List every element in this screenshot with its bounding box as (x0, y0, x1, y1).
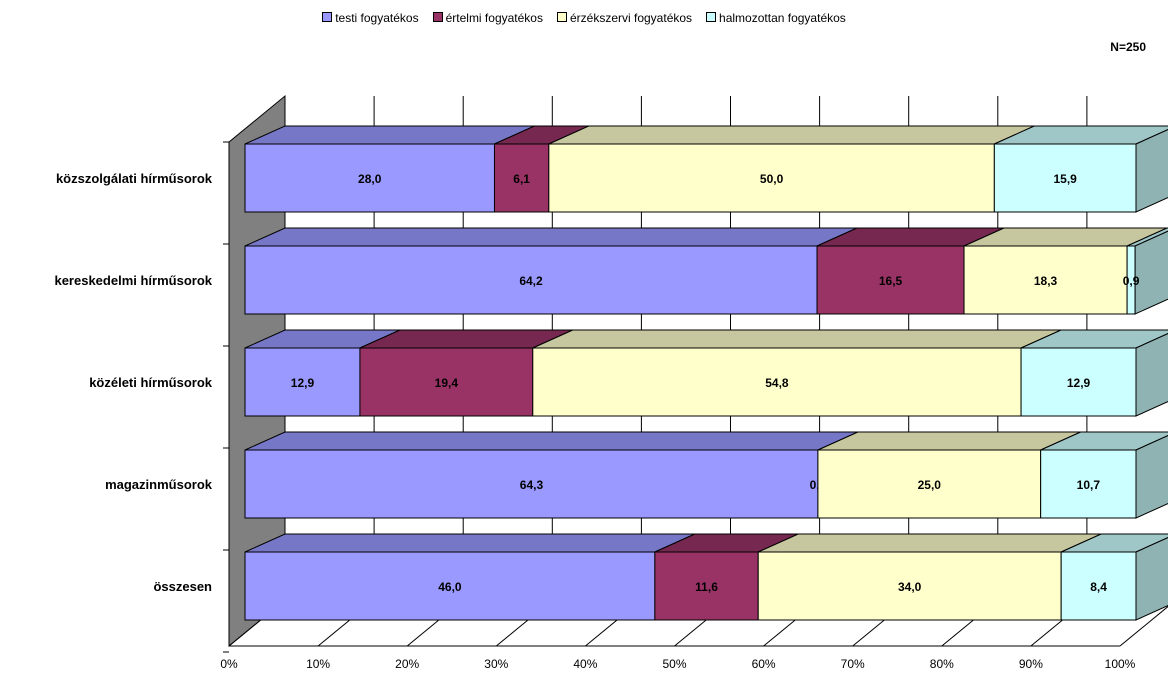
bar-segment (244, 449, 819, 519)
data-label: 16,5 (879, 274, 903, 288)
legend-label: testi fogyatékos (335, 11, 419, 26)
bar-top (758, 533, 1102, 553)
bar-segment (654, 551, 759, 621)
data-label: 15,9 (1053, 172, 1077, 186)
legend-label: halmozottan fogyatékos (719, 11, 846, 26)
x-tick-label: 40% (573, 657, 597, 671)
bar-top (244, 125, 535, 145)
legend-item: testi fogyatékos (322, 10, 419, 26)
category-label: összesen (153, 579, 212, 594)
bar-top (532, 329, 1062, 349)
bar-segment (963, 245, 1128, 315)
data-label: 6,1 (513, 172, 530, 186)
legend-swatch (432, 12, 443, 23)
legend: testi fogyatékos értelmi fogyatékos érzéks… (0, 10, 1168, 25)
legend-swatch (322, 12, 333, 23)
data-label: 54,8 (765, 376, 789, 390)
data-label: 0,9 (1123, 274, 1140, 288)
bar-segment (244, 143, 495, 213)
data-label: 19,4 (435, 376, 459, 390)
x-tick-label: 20% (395, 657, 419, 671)
bar-segment (817, 449, 1042, 519)
bar-segment (244, 551, 656, 621)
data-label: 28,0 (358, 172, 382, 186)
x-tick-label: 10% (306, 657, 330, 671)
x-tick-label: 80% (930, 657, 954, 671)
data-label: 50,0 (760, 172, 784, 186)
legend-label: érzékszervi fogyatékos (569, 11, 693, 26)
bar-side (1135, 333, 1168, 417)
bar-top (244, 431, 859, 451)
bar-segment (548, 143, 995, 213)
bar-segment (244, 347, 361, 417)
data-label: 34,0 (898, 580, 922, 594)
data-label: 12,9 (1067, 376, 1091, 390)
data-label: 11,6 (695, 580, 718, 594)
bar-side (1135, 435, 1168, 519)
bar-side (1135, 129, 1168, 213)
bar-segment (816, 245, 965, 315)
bar-segment (244, 245, 818, 315)
data-label: 64,2 (519, 274, 543, 288)
bar-segment (757, 551, 1062, 621)
bar-segment (359, 347, 534, 417)
data-label: 10,7 (1077, 478, 1101, 492)
category-label: közszolgálati hírműsorok (56, 171, 213, 186)
bar-top (244, 227, 858, 247)
bar-segment (532, 347, 1022, 417)
x-tick-label: 30% (484, 657, 508, 671)
bar-top (817, 431, 1081, 451)
category-label: kereskedelmi hírműsorok (54, 273, 212, 288)
x-tick-label: 90% (1019, 657, 1043, 671)
legend-swatch (706, 12, 717, 23)
x-tick-label: 60% (752, 657, 776, 671)
data-label: 25,0 (918, 478, 942, 492)
bar-side (1134, 230, 1168, 315)
data-label: 46,0 (438, 580, 462, 594)
data-label: 12,9 (291, 376, 315, 390)
x-tick-label: 100% (1105, 657, 1136, 671)
category-label: közéleti hírműsorok (89, 375, 213, 390)
bar-segment (1040, 449, 1137, 519)
bar-segment (1020, 347, 1137, 417)
bar-side (1135, 537, 1168, 621)
data-label: 18,3 (1034, 274, 1058, 288)
bar-segment (993, 143, 1137, 213)
bar-top (548, 125, 1035, 145)
floor-gridline (1119, 605, 1168, 647)
legend-item: érzékszervi fogyatékos (556, 10, 693, 26)
x-tick-label: 70% (841, 657, 865, 671)
legend-label: értelmi fogyatékos (445, 11, 543, 26)
bar-segment (493, 143, 550, 213)
sample-size-note: N=250 (1110, 40, 1146, 54)
legend-item: halmozottan fogyatékos (706, 10, 846, 25)
x-tick-label: 50% (662, 657, 686, 671)
data-label: 64,3 (520, 478, 544, 492)
category-label: magazinműsorok (105, 477, 213, 492)
data-label: 8,4 (1090, 580, 1107, 594)
bar-top (244, 533, 696, 553)
legend-swatch (556, 12, 567, 23)
x-tick-label: 0% (220, 657, 238, 671)
legend-item: értelmi fogyatékos (432, 10, 543, 26)
